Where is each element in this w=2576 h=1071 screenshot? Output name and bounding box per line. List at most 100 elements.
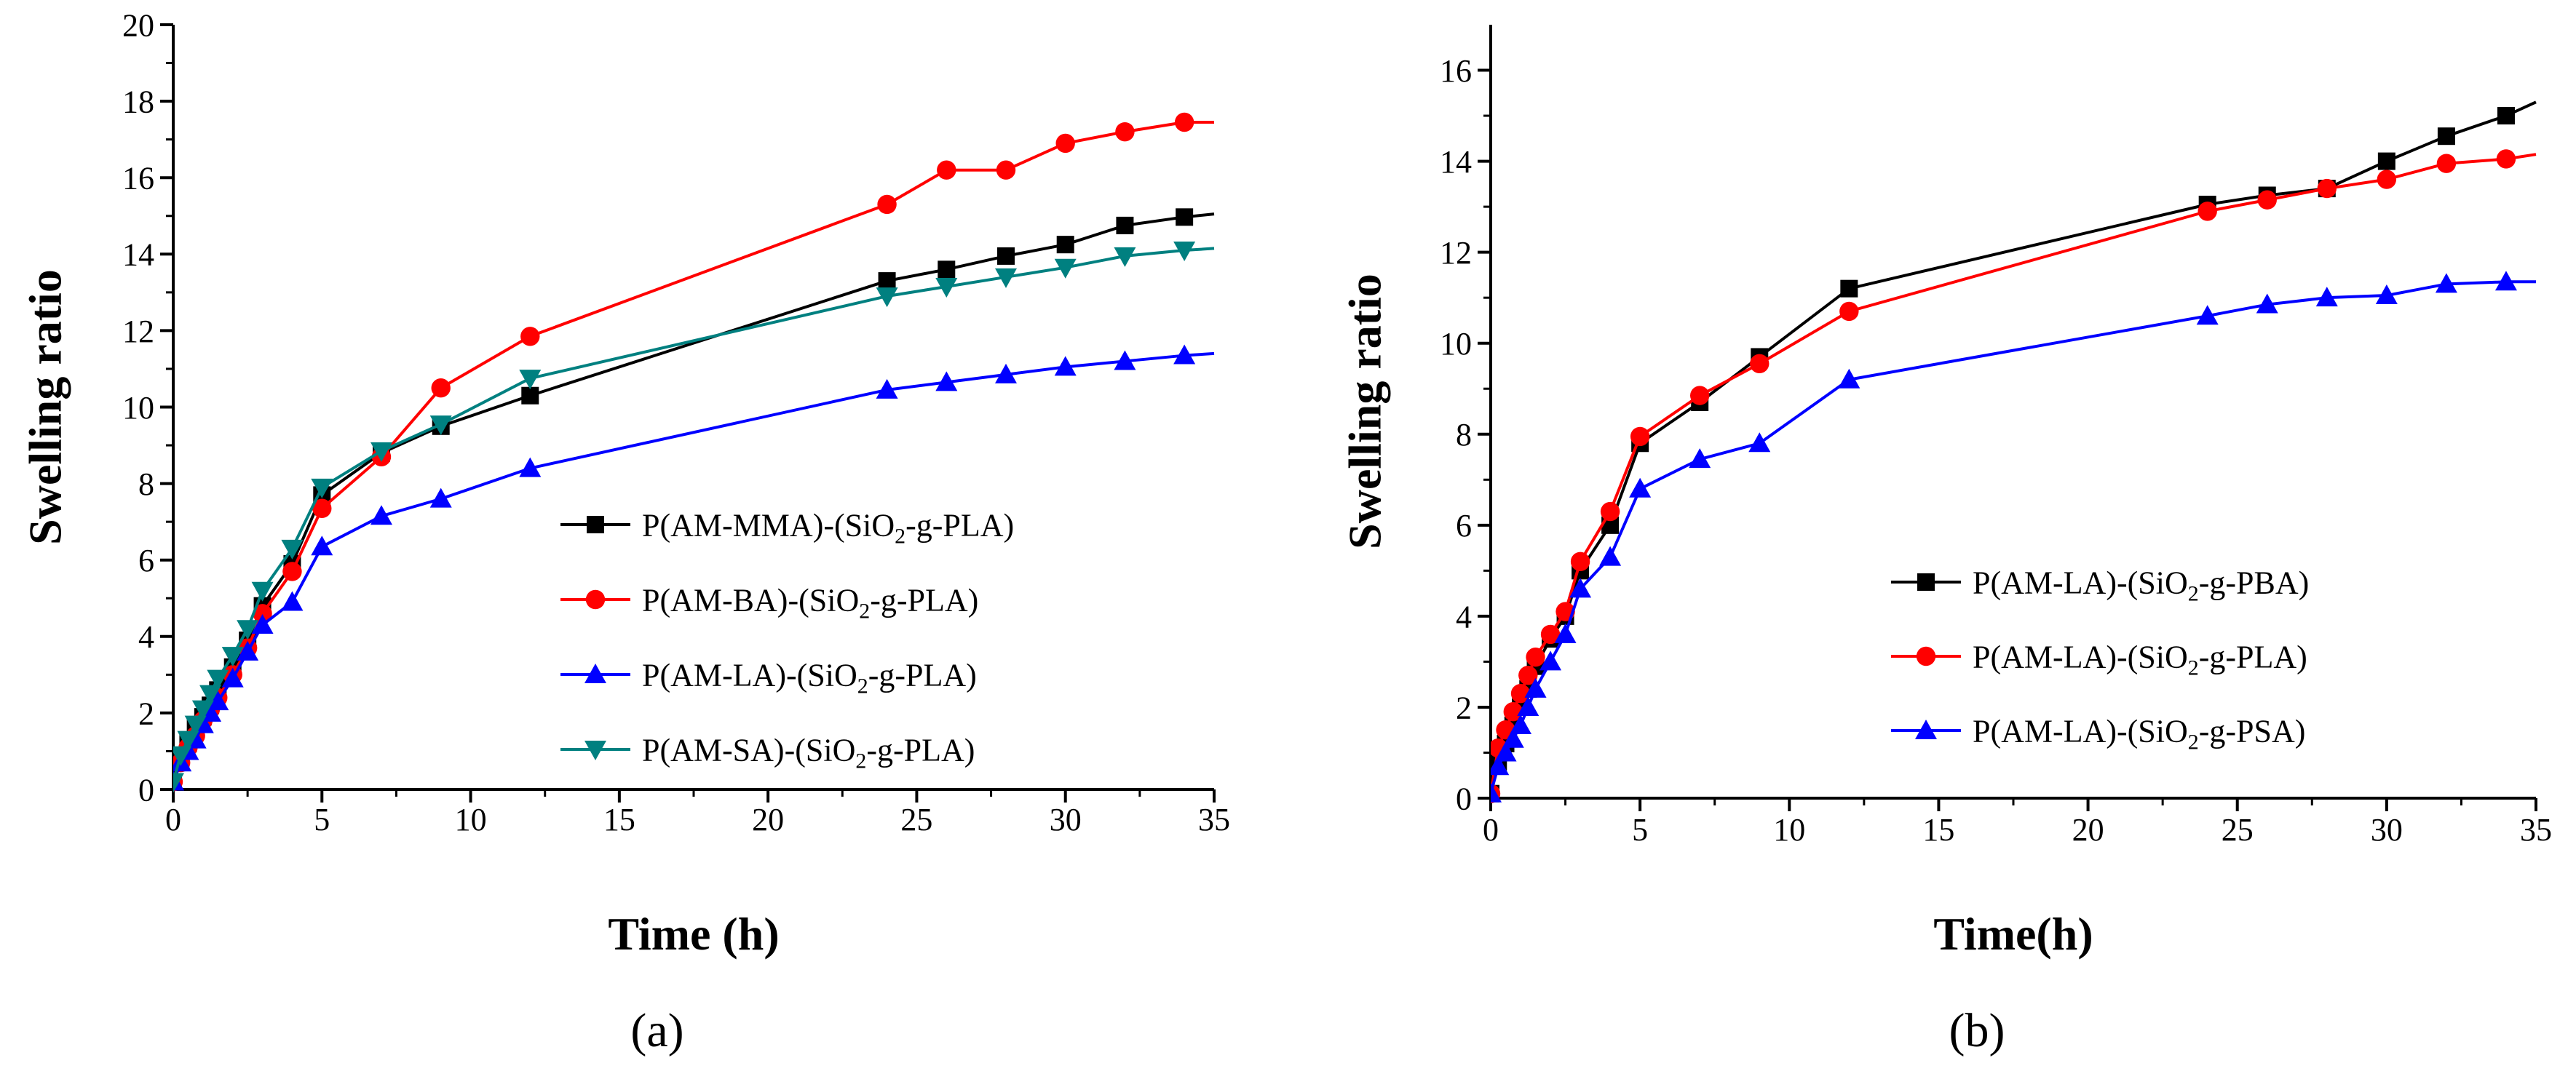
legend-label-part: P(AM-LA)-(SiO	[1973, 639, 2188, 674]
data-point	[1114, 247, 1136, 267]
legend-entry-2: P(AM-BA)-(SiO2-g-PLA)	[560, 582, 978, 623]
x-tick-label: 15	[603, 802, 635, 837]
data-point	[1630, 426, 1650, 447]
data-point	[311, 536, 333, 556]
data-point	[2257, 190, 2277, 210]
data-point	[519, 370, 542, 390]
legend-label-part: P(AM-LA)-(SiO	[1973, 713, 2188, 749]
data-point	[1524, 677, 1547, 698]
legend-label-part: P(AM-LA)-(SiO	[1973, 565, 2188, 600]
data-point	[876, 287, 898, 308]
data-point	[935, 371, 958, 391]
series-2	[1491, 149, 2537, 803]
legend-entry-2: P(AM-LA)-(SiO2-g-PLA)	[1891, 639, 2307, 680]
data-point	[1054, 356, 1077, 376]
data-point	[251, 581, 274, 602]
data-point	[207, 690, 229, 711]
data-point	[312, 498, 332, 518]
data-point	[995, 363, 1017, 383]
y-tick-label: 4	[1456, 599, 1472, 634]
data-point	[191, 700, 214, 720]
legend-label: P(AM-LA)-(SiO2-g-PLA)	[642, 657, 977, 698]
legend-marker	[584, 741, 606, 760]
legend-label: P(AM-BA)-(SiO2-g-PLA)	[642, 582, 978, 623]
legend-label-part: -g-PLA)	[2199, 639, 2307, 674]
plot-area	[173, 112, 1215, 793]
data-point	[429, 487, 452, 508]
legend-label-part: -g-PLA)	[905, 507, 1014, 543]
data-point	[1539, 650, 1562, 671]
y-tick-label: 6	[1456, 508, 1472, 544]
legend-label-subscript: 2	[2188, 730, 2199, 754]
data-point	[1494, 741, 1517, 762]
data-point	[519, 457, 542, 477]
data-point	[1502, 728, 1524, 748]
data-point	[876, 378, 898, 399]
panel-label: (a)	[630, 1004, 683, 1057]
data-point	[997, 247, 1015, 265]
data-point	[1174, 112, 1194, 132]
data-point	[173, 746, 192, 766]
data-point	[2315, 287, 2338, 307]
y-axis-title: Swelling ratio	[20, 269, 71, 545]
data-point	[429, 415, 452, 436]
data-point	[370, 442, 392, 462]
y-tick-label: 14	[1440, 144, 1472, 180]
legend-label: P(AM-LA)-(SiO2-g-PBA)	[1973, 565, 2309, 605]
x-tick-label: 35	[1198, 802, 1230, 837]
data-point	[1839, 301, 1859, 322]
data-point	[221, 647, 244, 667]
data-point	[1510, 714, 1532, 734]
y-axis-title: Swelling ratio	[1339, 274, 1391, 549]
data-point	[2377, 170, 2397, 189]
x-tick-label: 25	[900, 802, 932, 837]
data-point	[1114, 350, 1136, 370]
y-tick-label: 2	[1456, 690, 1472, 725]
x-axis-title: Time (h)	[608, 908, 779, 960]
data-point	[2496, 149, 2516, 169]
data-point	[2494, 271, 2517, 291]
legend-entry-1: P(AM-LA)-(SiO2-g-PBA)	[1891, 565, 2309, 605]
legend-label: P(AM-MMA)-(SiO2-g-PLA)	[642, 507, 1014, 548]
panel-label: (b)	[1949, 1004, 2005, 1057]
data-point	[1116, 216, 1134, 234]
x-tick-label: 30	[2371, 812, 2403, 848]
data-point	[1540, 624, 1561, 645]
x-axis-title: Time(h)	[1933, 908, 2093, 960]
series-line	[1491, 153, 2537, 795]
data-point	[237, 620, 259, 640]
legend-label-subscript: 2	[895, 524, 905, 548]
x-tick-label: 10	[1773, 812, 1805, 848]
y-tick-label: 8	[1456, 417, 1472, 453]
x-tick-label: 5	[1632, 812, 1648, 848]
legend-label-part: -g-PBA)	[2199, 565, 2310, 600]
data-point	[1517, 696, 1539, 716]
data-point	[2256, 293, 2278, 314]
legend-label-part: P(AM-MMA)-(SiO	[642, 507, 895, 543]
data-point	[1518, 665, 1538, 685]
y-tick-label: 2	[138, 696, 154, 731]
legend-entry-3: P(AM-LA)-(SiO2-g-PSA)	[1891, 713, 2305, 754]
data-point	[173, 773, 184, 793]
legend-marker	[584, 664, 606, 683]
data-point	[996, 160, 1016, 180]
y-tick-label: 20	[122, 7, 154, 43]
plot-area	[1491, 100, 2537, 803]
data-point	[431, 378, 451, 398]
legend-label-part: P(AM-SA)-(SiO	[642, 732, 855, 768]
data-point	[1600, 501, 1620, 522]
y-tick-label: 10	[122, 390, 154, 426]
data-point	[1491, 782, 1502, 803]
legend: P(AM-LA)-(SiO2-g-PBA)P(AM-LA)-(SiO2-g-PL…	[1891, 565, 2309, 754]
series-4	[173, 242, 1215, 793]
legend-entry-4: P(AM-SA)-(SiO2-g-PLA)	[560, 732, 975, 773]
legend-entry-1: P(AM-MMA)-(SiO2-g-PLA)	[560, 507, 1014, 548]
data-point	[1838, 368, 1860, 389]
data-point	[282, 562, 302, 581]
x-tick-label: 35	[2520, 812, 2552, 848]
data-point	[311, 478, 333, 498]
legend-label: P(AM-LA)-(SiO2-g-PSA)	[1973, 713, 2305, 754]
y-tick-label: 12	[1440, 235, 1472, 271]
x-tick-label: 15	[1922, 812, 1954, 848]
